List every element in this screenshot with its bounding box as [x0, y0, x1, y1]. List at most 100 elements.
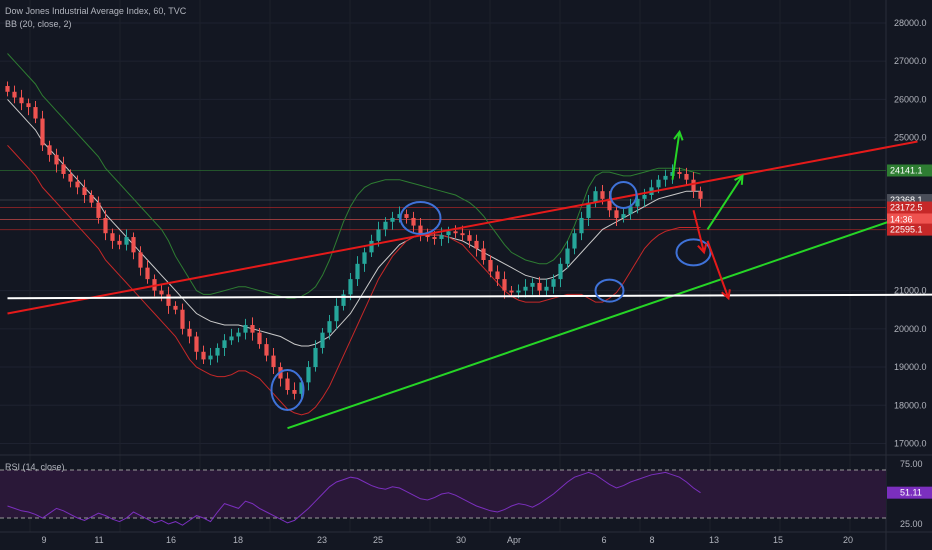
- candle: [40, 110, 45, 152]
- price-tick-label: 27000.0: [894, 56, 927, 66]
- candle: [285, 372, 290, 395]
- bb-legend[interactable]: BB (20, close, 2): [5, 19, 72, 29]
- annotation-circle[interactable]: [609, 181, 638, 209]
- candle: [173, 301, 178, 315]
- price-tick-label: 20000.0: [894, 324, 927, 334]
- candle: [194, 331, 199, 360]
- candle: [117, 234, 122, 250]
- candle: [306, 360, 311, 391]
- price-tag: [887, 213, 932, 226]
- horizontal-trendline[interactable]: [7, 293, 932, 300]
- candle: [33, 100, 38, 124]
- candle: [201, 345, 206, 364]
- candle: [628, 198, 633, 220]
- rsi-current-label: 51.11: [900, 488, 922, 498]
- candle: [131, 232, 136, 260]
- time-tick-label: 25: [373, 535, 383, 545]
- candle: [222, 334, 227, 356]
- symbol-legend[interactable]: Dow Jones Industrial Average Index, 60, …: [5, 6, 187, 16]
- up-arrow-top[interactable]: [671, 129, 684, 180]
- candle: [103, 210, 108, 241]
- candle: [82, 179, 87, 204]
- annotation-circle[interactable]: [594, 278, 625, 303]
- candle: [537, 276, 542, 296]
- candle: [383, 217, 388, 237]
- candle: [677, 167, 682, 179]
- candle: [502, 271, 507, 299]
- candle: [404, 209, 409, 224]
- candle: [698, 186, 703, 207]
- time-tick-label: 11: [94, 535, 103, 545]
- annotation-circle[interactable]: [675, 238, 712, 267]
- candle: [362, 247, 367, 272]
- annotations[interactable]: [270, 129, 744, 411]
- candle: [68, 169, 73, 188]
- candle: [425, 228, 430, 242]
- candle: [544, 279, 549, 297]
- up-arrow-right[interactable]: [706, 174, 744, 230]
- candle: [341, 289, 346, 311]
- time-tick-label: 13: [709, 535, 719, 545]
- candle: [495, 265, 500, 286]
- time-tick-label: 30: [456, 535, 466, 545]
- price-tick-label: 26000.0: [894, 94, 927, 104]
- candle: [369, 234, 374, 257]
- candle: [61, 156, 66, 179]
- candle: [320, 328, 325, 354]
- rsi-legend[interactable]: RSI (14, close): [5, 462, 65, 472]
- candle: [348, 273, 353, 301]
- rsi-tick-label: 75.00: [900, 459, 923, 469]
- time-tick-label: 16: [166, 535, 176, 545]
- candle: [481, 240, 486, 265]
- price-tick-label: 18000.0: [894, 400, 927, 410]
- resistance-trendline[interactable]: [7, 140, 918, 315]
- rsi-line: [7, 471, 701, 526]
- candle: [327, 315, 332, 340]
- candle: [614, 205, 619, 226]
- candle: [523, 279, 528, 298]
- price-tag-label: 23368.1: [890, 195, 923, 205]
- candle: [89, 190, 94, 208]
- candle: [180, 303, 185, 335]
- time-tick-label: 20: [843, 535, 853, 545]
- price-tag-label: 14:36: [890, 214, 913, 224]
- candle: [572, 228, 577, 255]
- candle: [551, 274, 556, 294]
- candle: [138, 246, 143, 276]
- candle: [75, 175, 80, 195]
- time-tick-label: Apr: [507, 535, 521, 545]
- support-trendline[interactable]: [287, 195, 932, 430]
- price-tick-label: 28000.0: [894, 18, 927, 28]
- candle: [96, 196, 101, 224]
- price-tag-label: 22595.1: [890, 225, 923, 235]
- candle: [250, 317, 255, 341]
- candle: [334, 298, 339, 330]
- price-tick-label: 19000.0: [894, 362, 927, 372]
- candle: [110, 228, 115, 249]
- candle: [124, 229, 129, 251]
- price-tag: [887, 223, 932, 236]
- price-tag: [887, 201, 932, 214]
- down-arrow-upper[interactable]: [692, 210, 708, 255]
- annotation-circle[interactable]: [270, 369, 305, 411]
- candle: [166, 286, 171, 314]
- candle: [691, 172, 696, 199]
- rsi-current-tag: [887, 486, 932, 499]
- candle: [411, 211, 416, 233]
- annotation-circle[interactable]: [399, 200, 442, 235]
- candle: [54, 148, 59, 173]
- candle: [236, 328, 241, 343]
- price-tick-label: 17000.0: [894, 439, 927, 449]
- candle: [355, 256, 360, 286]
- candle: [467, 230, 472, 248]
- time-tick-label: 9: [41, 535, 46, 545]
- candle: [229, 328, 234, 345]
- time-tick-label: 8: [649, 535, 654, 545]
- candle: [607, 191, 612, 218]
- candle: [397, 206, 402, 223]
- candle: [621, 208, 626, 223]
- candle: [642, 188, 647, 207]
- down-arrow-lower[interactable]: [706, 240, 731, 301]
